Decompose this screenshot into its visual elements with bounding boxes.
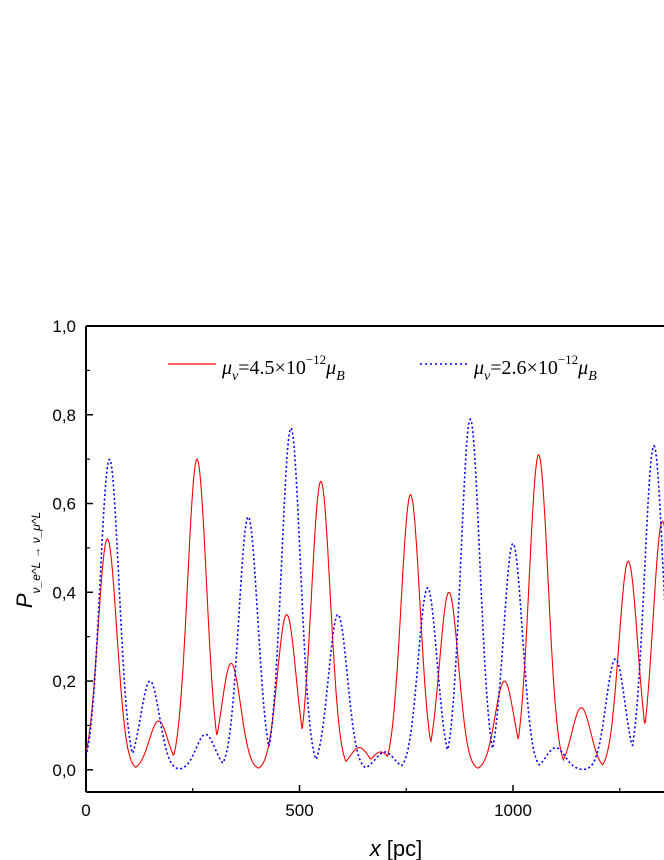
y-axis-title: Pν_e^L → ν_μ^L <box>12 512 43 608</box>
x-tick-label: 0 <box>81 801 90 820</box>
x-tick-label: 1000 <box>494 801 532 820</box>
x-axis-title: x [pc] <box>369 836 422 860</box>
svg-text:Pν_e^L → ν_μ^L: Pν_e^L → ν_μ^L <box>12 512 43 608</box>
y-tick-label: 0,4 <box>52 583 76 602</box>
legend: μν=4.5×10−12μB μν=2.6×10−12μB <box>168 352 597 384</box>
series-line-1 <box>86 453 664 769</box>
y-tick-label: 0,2 <box>52 672 76 691</box>
y-tick-label: 0,0 <box>52 761 76 780</box>
series-line-2 <box>86 417 664 771</box>
y-tick-label: 0,6 <box>52 495 76 514</box>
y-tick-label: 0,8 <box>52 406 76 425</box>
legend-label-series-2: μν=2.6×10−12μB <box>473 352 597 384</box>
y-ticks: 0,0 0,2 0,4 0,6 0,8 1,0 <box>52 317 93 780</box>
series-layer <box>86 417 664 771</box>
x-ticks: 0 500 1000 <box>81 785 621 820</box>
legend-label-series-1: μν=4.5×10−12μB <box>221 352 345 384</box>
x-tick-label: 500 <box>285 801 313 820</box>
y-tick-label: 1,0 <box>52 317 76 336</box>
